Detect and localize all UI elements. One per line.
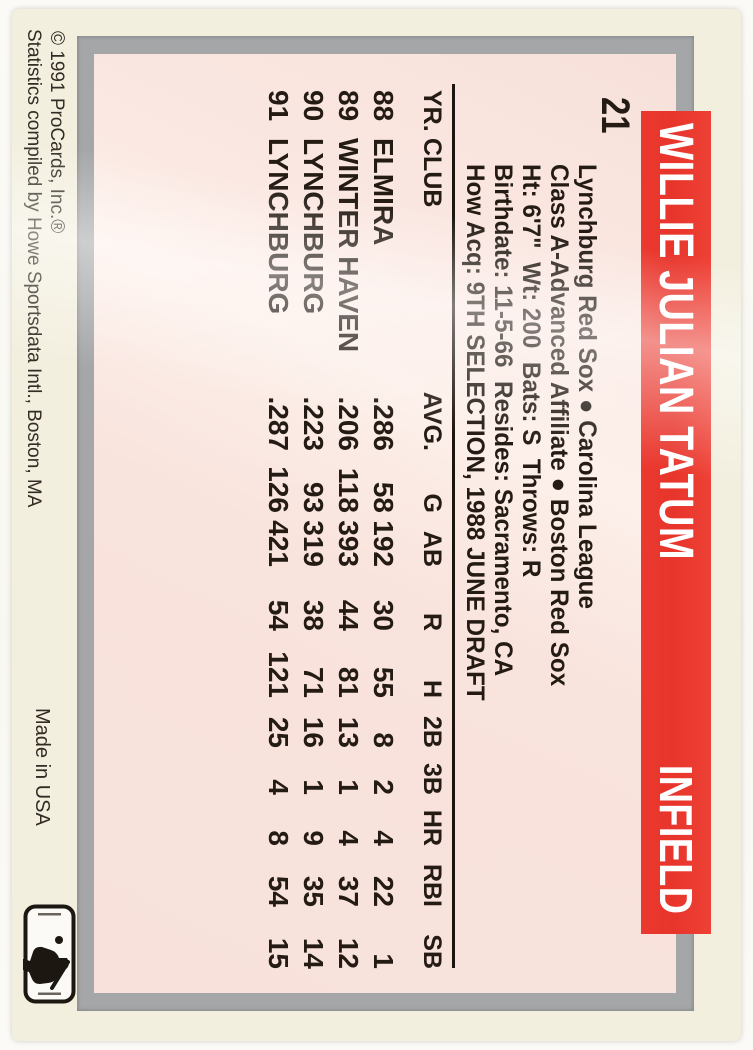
header-2b: 2B (418, 716, 446, 748)
stat-avg: .286 (368, 396, 399, 452)
stat-avg: .223 (298, 396, 329, 452)
stat-club: LYNCHBURG (263, 138, 294, 315)
stat-club: WINTER HAVEN (333, 138, 364, 353)
bio-birth-line: Birthdate: 11-5-66 Resides: Sacramento, … (489, 164, 517, 677)
mlb-batter-logo-icon (23, 904, 76, 1004)
stat-sb: 15 (263, 937, 294, 969)
header-yr: YR. (418, 90, 446, 132)
stat-r: 30 (368, 599, 399, 631)
bio-physical-line: Ht: 6'7" Wt: 200 Bats: S Throws: R (517, 164, 545, 578)
stat-avg: .206 (333, 396, 364, 452)
header-rbi: RBI (418, 863, 446, 907)
stat-club: ELMIRA (368, 138, 399, 246)
stat-avg: .287 (263, 396, 294, 452)
bio-team-line: Lynchburg Red Sox ● Carolina League (573, 164, 601, 609)
stat-yr: 89 (333, 90, 364, 122)
stat-2b: 16 (298, 716, 329, 748)
stat-hr: 9 (298, 830, 329, 846)
statistics-credit-text: Statistics compiled by Howe Sportsdata I… (23, 29, 44, 508)
header-avg: AVG. (418, 391, 446, 451)
stat-3b: 1 (298, 779, 329, 795)
stat-rbi: 54 (263, 875, 294, 907)
stat-h: 121 (263, 651, 294, 698)
stat-h: 55 (368, 666, 399, 698)
made-in-usa-text: Made in USA (31, 708, 53, 826)
bio-block: Lynchburg Red Sox ● Carolina League Clas… (461, 164, 601, 717)
stat-3b: 1 (333, 779, 364, 795)
table-rule (452, 84, 455, 968)
stat-g: 58 (368, 481, 399, 513)
stat-r: 44 (333, 599, 364, 631)
header-h: H (418, 679, 446, 698)
header-r: R (418, 612, 446, 631)
position-label: INFIELD (650, 764, 702, 914)
stat-ab: 192 (368, 520, 399, 567)
stat-3b: 2 (368, 779, 399, 795)
stats-row-1990: 90 LYNCHBURG .223 93 319 38 71 16 1 9 35… (297, 9, 329, 1041)
stat-2b: 8 (368, 732, 399, 748)
stat-sb: 1 (368, 953, 399, 969)
stat-ab: 319 (298, 520, 329, 567)
stat-hr: 8 (263, 830, 294, 846)
stat-g: 93 (298, 481, 329, 513)
header-3b: 3B (418, 763, 446, 795)
stats-row-1991: 91 LYNCHBURG .287 126 421 54 121 25 4 8 … (262, 9, 294, 1041)
stat-sb: 14 (298, 937, 329, 969)
header-ab: AB (418, 530, 446, 567)
stat-yr: 90 (298, 90, 329, 122)
stat-r: 38 (298, 599, 329, 631)
header-g: G (418, 493, 446, 513)
bio-acquired-line: How Acq: 9TH SELECTION, 1988 JUNE DRAFT (461, 164, 489, 701)
stat-sb: 12 (333, 937, 364, 969)
stat-h: 81 (333, 666, 364, 698)
stats-row-1988: 88 ELMIRA .286 58 192 30 55 8 2 4 22 1 (367, 9, 399, 1041)
stat-rbi: 22 (368, 875, 399, 907)
stat-h: 71 (298, 666, 329, 698)
stat-ab: 393 (333, 520, 364, 567)
stat-g: 118 (333, 467, 364, 513)
player-name: WILLIE JULIAN TATUM (649, 123, 703, 561)
baseball-card-back: WILLIE JULIAN TATUM INFIELD 21 Lynchburg… (12, 9, 741, 1041)
stat-2b: 13 (333, 716, 364, 748)
card-number: 21 (593, 97, 637, 134)
header-sb: SB (418, 934, 446, 969)
stat-club: LYNCHBURG (298, 138, 329, 315)
header-club: CLUB (418, 138, 446, 208)
stat-hr: 4 (333, 830, 364, 846)
header-hr: HR (418, 809, 446, 846)
copyright-text: © 1991 ProCards, Inc.® (46, 31, 67, 234)
stats-row-1989: 89 WINTER HAVEN .206 118 393 44 81 13 1 … (332, 9, 364, 1041)
stat-hr: 4 (368, 830, 399, 846)
bio-affiliate-line: Class A-Advanced Affiliate ● Boston Red … (545, 164, 573, 687)
stat-yr: 88 (368, 90, 399, 122)
stat-2b: 25 (263, 716, 294, 748)
stat-ab: 421 (263, 520, 294, 567)
stat-yr: 91 (263, 90, 294, 122)
stat-r: 54 (263, 599, 294, 631)
stat-rbi: 37 (333, 875, 364, 907)
stat-3b: 4 (263, 779, 294, 795)
stats-header-row: YR. CLUB AVG. G AB R H 2B 3B HR RBI SB (414, 9, 446, 1041)
stat-rbi: 35 (298, 875, 329, 907)
stat-g: 126 (263, 466, 294, 513)
title-bar: WILLIE JULIAN TATUM INFIELD (641, 111, 711, 934)
